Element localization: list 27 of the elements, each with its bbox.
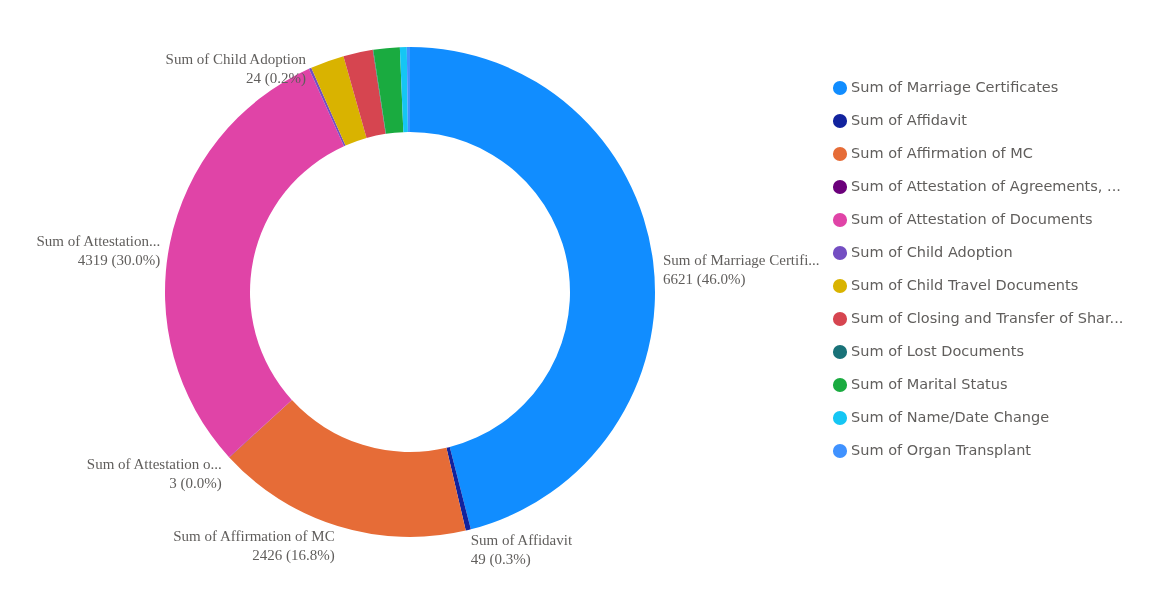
legend-label: Sum of Closing and Transfer of Shar... [851, 310, 1124, 326]
donut-slice [343, 49, 386, 139]
legend-label: Sum of Child Travel Documents [851, 277, 1079, 293]
legend-label: Sum of Marriage Certificates [851, 79, 1059, 95]
legend-label: Sum of Name/Date Change [851, 409, 1050, 425]
legend-label: Sum of Affidavit [851, 112, 968, 128]
legend-label: Sum of Attestation of Documents [851, 211, 1093, 227]
legend-label: Sum of Child Adoption [851, 244, 1013, 260]
donut-slice [372, 49, 386, 134]
donut-slice [308, 67, 346, 147]
donut-slice [406, 47, 410, 133]
legend-label: Sum of Marital Status [851, 376, 1008, 392]
data-label: Sum of Attestation o... 3 (0.0%) [86, 456, 222, 493]
legend-label: Sum of Organ Transplant [851, 442, 1032, 458]
donut-slice [399, 47, 408, 133]
data-label: Sum of Affidavit 49 (0.3%) [470, 531, 573, 568]
donut-slice [311, 56, 367, 146]
data-label: Sum of Marriage Certifi... 6621 (46.0%) [662, 252, 820, 289]
donut-slice [373, 47, 404, 134]
legend-label: Sum of Attestation of Agreements, ... [851, 178, 1121, 194]
data-label: Sum of Affirmation of MC 2426 (16.8%) [173, 527, 335, 564]
data-label: Sum of Attestation... 4319 (30.0%) [36, 232, 161, 269]
legend-label: Sum of Affirmation of MC [851, 145, 1033, 161]
legend-label: Sum of Lost Documents [851, 343, 1024, 359]
donut-slice [165, 68, 344, 458]
donut-slice [446, 446, 471, 531]
donut-slice [410, 47, 655, 530]
